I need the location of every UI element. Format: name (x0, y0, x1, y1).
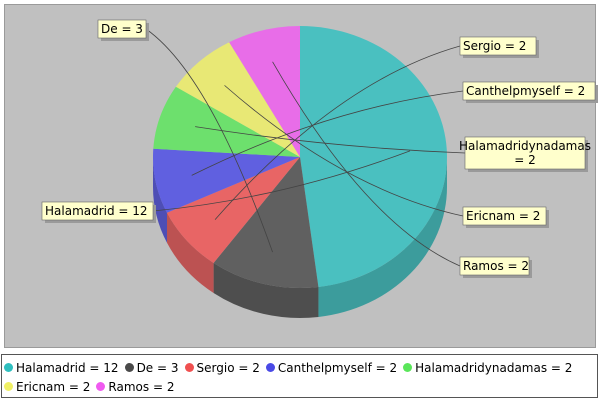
pie-side-walls (153, 157, 447, 318)
leader-line-sergio (214, 45, 461, 220)
legend-swatch-sergio (184, 363, 194, 372)
pie-slice-halamadridynadamas[interactable] (153, 86, 300, 157)
legend-item-ramos: Ramos = 2 (96, 377, 174, 396)
pie-slice-ericnam[interactable] (175, 42, 300, 157)
pie-chart: Halamadrid = 12 De = 3 Sergio = 2 Canthelpm… (41, 19, 598, 318)
slice-label-sergio: Sergio = 2 (463, 39, 526, 53)
pie-side-sergio (166, 212, 214, 293)
label-box-canthelpmyself (462, 81, 596, 101)
leader-line-halamadridynadamas (195, 126, 466, 154)
slice-label-ericnam: Ericnam = 2 (466, 209, 540, 223)
pie-slice-ramos[interactable] (229, 26, 300, 157)
pie-slices (153, 26, 447, 289)
label-box-sergio (459, 36, 537, 56)
pie-slice-sergio[interactable] (166, 157, 300, 263)
legend-label-halamadrid: Halamadrid = 12 (16, 360, 119, 375)
legend-label-ramos: Ramos = 2 (108, 379, 175, 394)
label-box-halamadridynadamas (464, 136, 586, 170)
legend-label-ericnam: Ericnam = 2 (16, 379, 91, 394)
pie-side-halamadrid (318, 157, 447, 317)
pie-side-canthelpmyself (153, 157, 167, 243)
legend: Halamadrid = 12 De = 3 Sergio = 2 Canthelpm… (1, 354, 598, 398)
leader-line-halamadrid (152, 150, 411, 212)
leader-line-de (145, 28, 273, 253)
legend-item-halamadrid: Halamadrid = 12 (4, 358, 119, 377)
label-box-ericnam (462, 206, 547, 226)
pie-slice-halamadrid[interactable] (300, 26, 447, 287)
slice-label-ramos: Ramos = 2 (463, 259, 529, 273)
legend-swatch-ramos (96, 382, 106, 391)
legend-swatch-de (124, 363, 134, 372)
legend-item-sergio: Sergio = 2 (184, 358, 260, 377)
legend-item-canthelpmyself: Canthelpmyself = 2 (265, 358, 398, 377)
legend-item-de: De = 3 (124, 358, 179, 377)
pie-slice-de[interactable] (213, 157, 319, 289)
legend-item-halamadridynadamas: Halamadridynadamas = 2 (403, 358, 572, 377)
slice-label-canthelpmyself: Canthelpmyself = 2 (466, 84, 585, 98)
leader-line-canthelpmyself (191, 90, 464, 176)
label-box-de (97, 19, 147, 39)
leader-line-ericnam (224, 85, 464, 217)
label-box-halamadrid (41, 201, 154, 221)
slice-label-halamadridynadamas-line2: = 2 (514, 153, 536, 167)
legend-label-de: De = 3 (136, 360, 179, 375)
legend-label-halamadridynadamas: Halamadridynadamas = 2 (415, 360, 573, 375)
legend-label-canthelpmyself: Canthelpmyself = 2 (277, 360, 398, 375)
legend-swatch-ericnam (4, 382, 13, 391)
slice-label-halamadrid: Halamadrid = 12 (45, 204, 148, 218)
pie-side-de (213, 262, 319, 318)
slice-label-de: De = 3 (101, 22, 143, 36)
legend-item-ericnam: Ericnam = 2 (4, 377, 90, 396)
leader-line-ramos (272, 61, 461, 267)
legend-swatch-halamadrid (4, 363, 13, 372)
legend-swatch-halamadridynadamas (403, 363, 413, 372)
slice-label-halamadridynadamas-line1: Halamadridynadamas (459, 139, 591, 153)
legend-label-sergio: Sergio = 2 (196, 360, 260, 375)
slice-labels: Halamadrid = 12 De = 3 Sergio = 2 Canthelpm… (41, 19, 598, 278)
label-box-ramos (459, 256, 530, 276)
pie-slice-canthelpmyself[interactable] (153, 148, 300, 213)
legend-swatch-canthelpmyself (265, 363, 275, 372)
